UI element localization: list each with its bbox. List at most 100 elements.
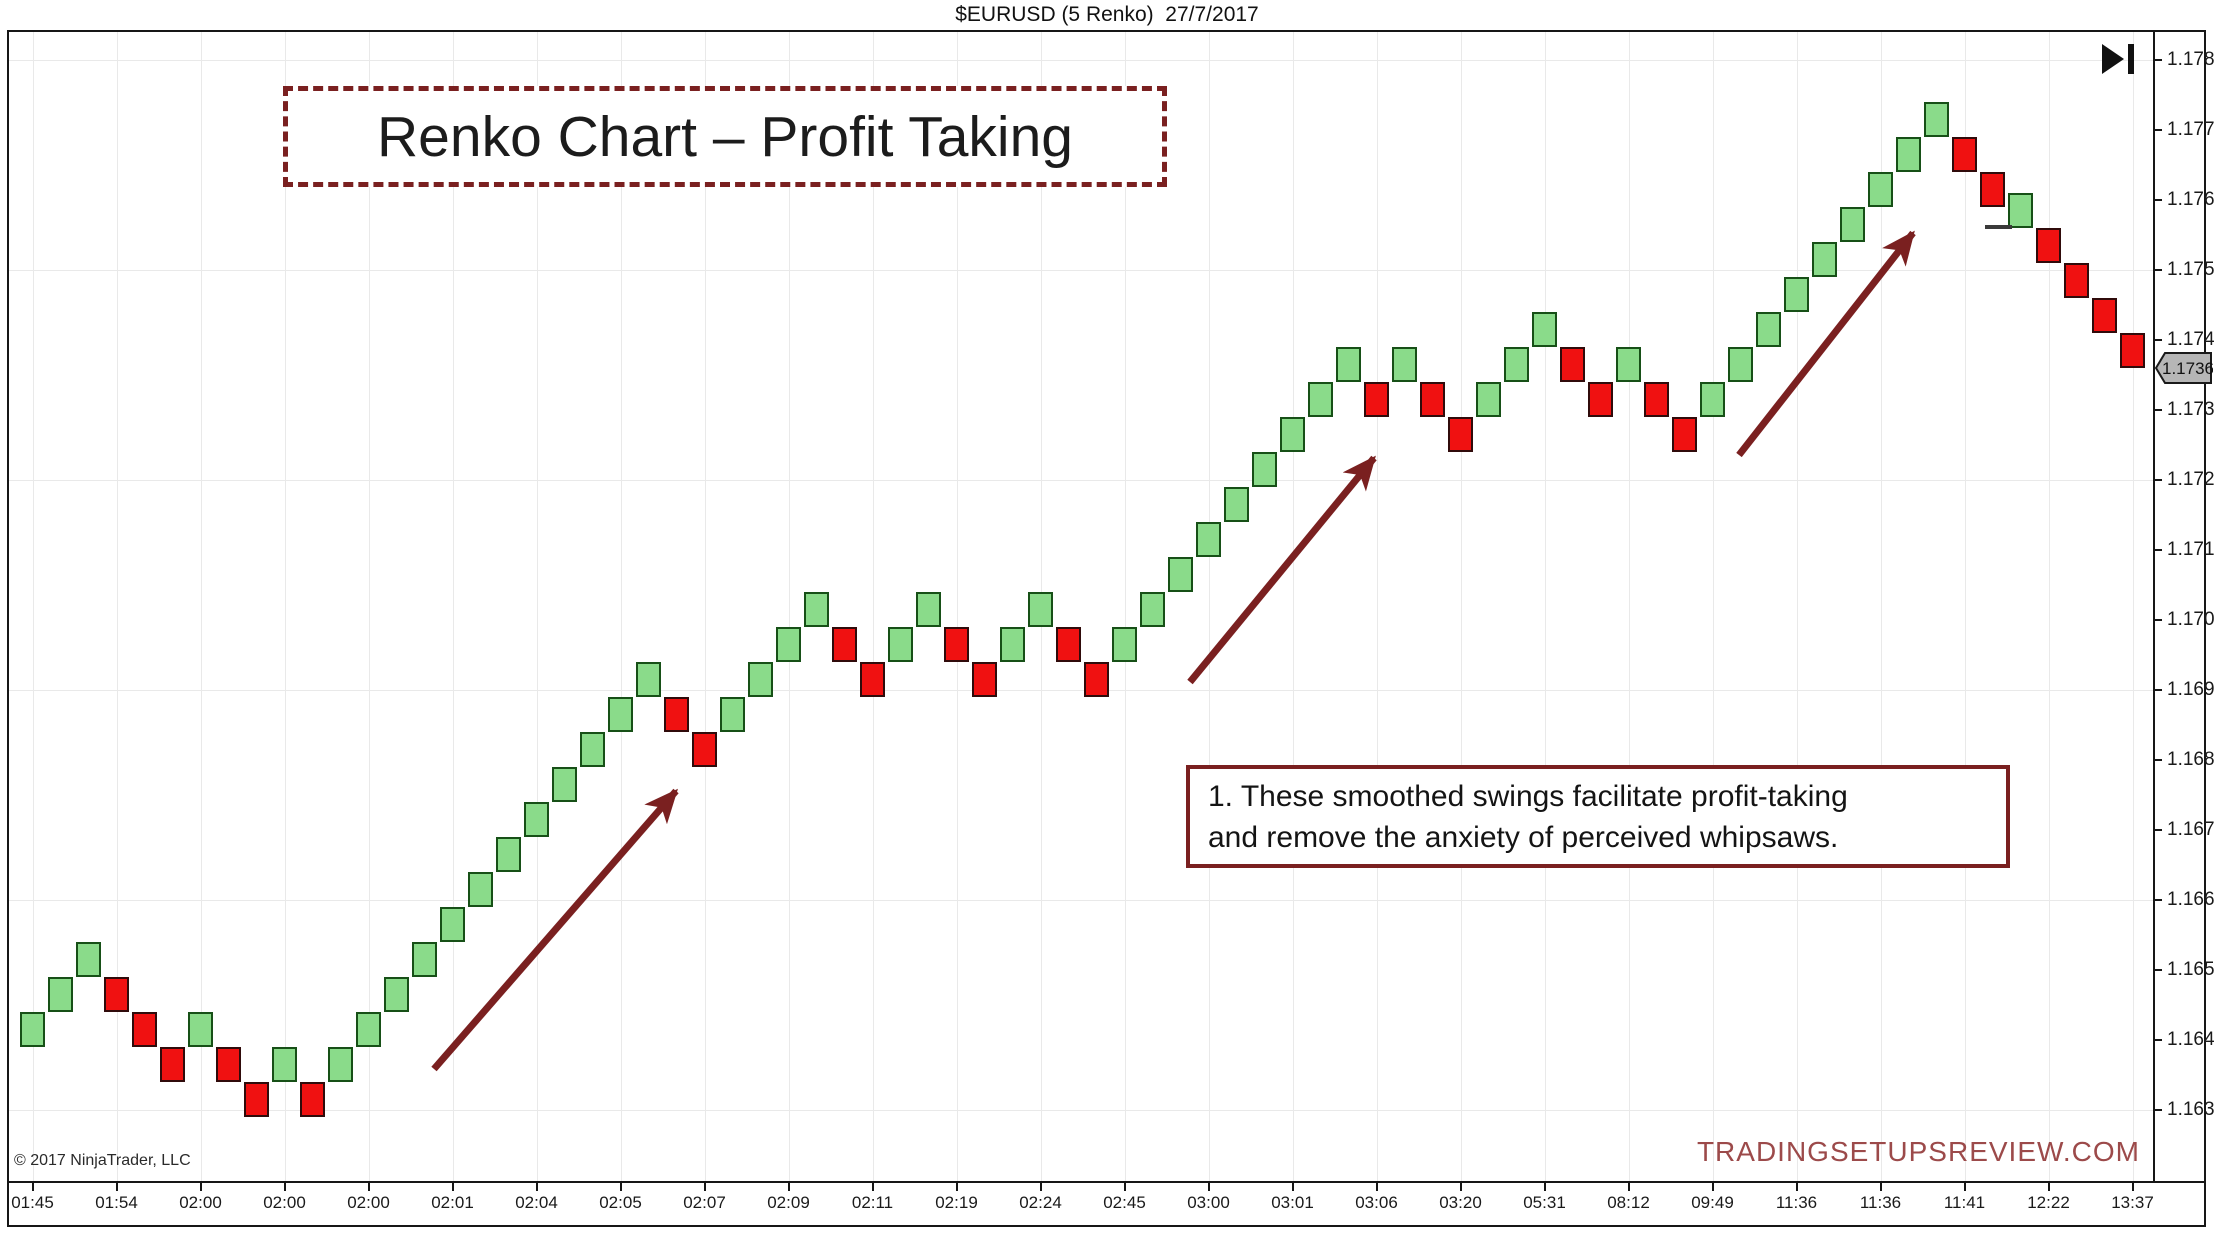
vertical-gridline	[1628, 32, 1630, 1181]
time-tick	[1627, 1183, 1630, 1191]
position-marker-dash	[1985, 225, 2012, 229]
copyright-text: © 2017 NinjaTrader, LLC	[14, 1152, 191, 1169]
go-to-end-icon[interactable]	[2102, 42, 2138, 76]
vertical-gridline	[536, 32, 538, 1181]
vertical-gridline	[1460, 32, 1462, 1181]
time-tick-label: 02:19	[935, 1193, 978, 1212]
renko-brick-up	[1700, 382, 1725, 417]
renko-brick-down	[1420, 382, 1445, 417]
renko-brick-up	[328, 1047, 353, 1082]
time-tick-label: 03:00	[1187, 1193, 1230, 1212]
price-tick	[2153, 899, 2162, 901]
renko-brick-up	[1616, 347, 1641, 382]
renko-brick-up	[776, 627, 801, 662]
time-tick	[1795, 1183, 1798, 1191]
renko-brick-up	[804, 592, 829, 627]
price-tick-label: 1.1630	[2167, 1098, 2214, 1120]
play-to-end-icon	[2102, 44, 2134, 74]
note-annotation-box: 1. These smoothed swings facilitate prof…	[1186, 765, 2010, 868]
time-tick	[1291, 1183, 1294, 1191]
renko-brick-up	[916, 592, 941, 627]
horizontal-gridline	[9, 690, 2153, 691]
renko-brick-down	[860, 662, 885, 697]
time-tick	[2047, 1183, 2050, 1191]
vertical-gridline	[368, 32, 370, 1181]
price-tick-label: 1.1730	[2167, 398, 2214, 420]
price-tick-label: 1.1660	[2167, 888, 2214, 910]
vertical-gridline	[2048, 32, 2050, 1181]
price-tick-label: 1.1780	[2167, 48, 2214, 70]
price-tick-label: 1.1760	[2167, 188, 2214, 210]
time-tick-label: 02:01	[431, 1193, 474, 1212]
renko-brick-down	[832, 627, 857, 662]
renko-brick-down	[1560, 347, 1585, 382]
time-tick	[619, 1183, 622, 1191]
renko-brick-down	[2036, 228, 2061, 263]
renko-brick-up	[1532, 312, 1557, 347]
vertical-gridline	[1712, 32, 1714, 1181]
time-tick-label: 01:45	[11, 1193, 54, 1212]
horizontal-gridline	[9, 270, 2153, 271]
renko-brick-up	[1868, 172, 1893, 207]
renko-brick-down	[972, 662, 997, 697]
renko-brick-down	[1588, 382, 1613, 417]
renko-brick-up	[888, 627, 913, 662]
price-tick-label: 1.1710	[2167, 538, 2214, 560]
renko-brick-up	[188, 1012, 213, 1047]
time-tick	[115, 1183, 118, 1191]
price-tick-label: 1.1650	[2167, 958, 2214, 980]
renko-brick-down	[160, 1047, 185, 1082]
renko-brick-down	[1364, 382, 1389, 417]
price-tick	[2153, 1039, 2162, 1041]
vertical-gridline	[704, 32, 706, 1181]
renko-brick-up	[48, 977, 73, 1012]
chart-title-annotation-text: Renko Chart – Profit Taking	[377, 104, 1073, 169]
time-tick	[787, 1183, 790, 1191]
note-line-1: 1. These smoothed swings facilitate prof…	[1208, 779, 1848, 813]
price-tick	[2153, 689, 2162, 691]
price-tick	[2153, 129, 2162, 131]
renko-brick-up	[748, 662, 773, 697]
time-tick-label: 02:00	[263, 1193, 306, 1212]
chart-title-annotation-box: Renko Chart – Profit Taking	[283, 86, 1167, 187]
vertical-gridline	[1796, 32, 1798, 1181]
price-tick	[2153, 829, 2162, 831]
renko-brick-down	[104, 977, 129, 1012]
time-tick	[1207, 1183, 1210, 1191]
price-tick	[2153, 969, 2162, 971]
renko-brick-down	[1056, 627, 1081, 662]
time-tick-label: 05:31	[1523, 1193, 1566, 1212]
vertical-gridline	[956, 32, 958, 1181]
horizontal-gridline	[9, 60, 2153, 61]
horizontal-gridline	[9, 1110, 2153, 1111]
renko-brick-down	[300, 1082, 325, 1117]
last-price-tag: 1.1736	[2154, 351, 2214, 390]
time-tick	[283, 1183, 286, 1191]
horizontal-gridline	[9, 480, 2153, 481]
time-tick	[871, 1183, 874, 1191]
renko-brick-down	[2120, 333, 2145, 368]
time-tick-label: 02:00	[347, 1193, 390, 1212]
renko-brick-down	[664, 697, 689, 732]
vertical-gridline	[1964, 32, 1966, 1181]
time-tick	[955, 1183, 958, 1191]
time-tick	[1711, 1183, 1714, 1191]
renko-brick-up	[1308, 382, 1333, 417]
vertical-gridline	[200, 32, 202, 1181]
renko-brick-down	[1448, 417, 1473, 452]
time-tick	[1963, 1183, 1966, 1191]
watermark-text: TRADINGSETUPSREVIEW.COM	[1696, 1136, 2140, 1167]
time-tick-label: 02:45	[1103, 1193, 1146, 1212]
price-tick	[2153, 339, 2162, 341]
price-tick-label: 1.1640	[2167, 1028, 2214, 1050]
vertical-gridline	[32, 32, 34, 1181]
renko-brick-up	[1280, 417, 1305, 452]
price-tick	[2153, 409, 2162, 411]
note-line-2: and remove the anxiety of perceived whip…	[1208, 820, 1839, 854]
vertical-gridline	[872, 32, 874, 1181]
vertical-gridline	[1880, 32, 1882, 1181]
renko-brick-down	[244, 1082, 269, 1117]
vertical-gridline	[1544, 32, 1546, 1181]
time-tick-label: 02:07	[683, 1193, 726, 1212]
